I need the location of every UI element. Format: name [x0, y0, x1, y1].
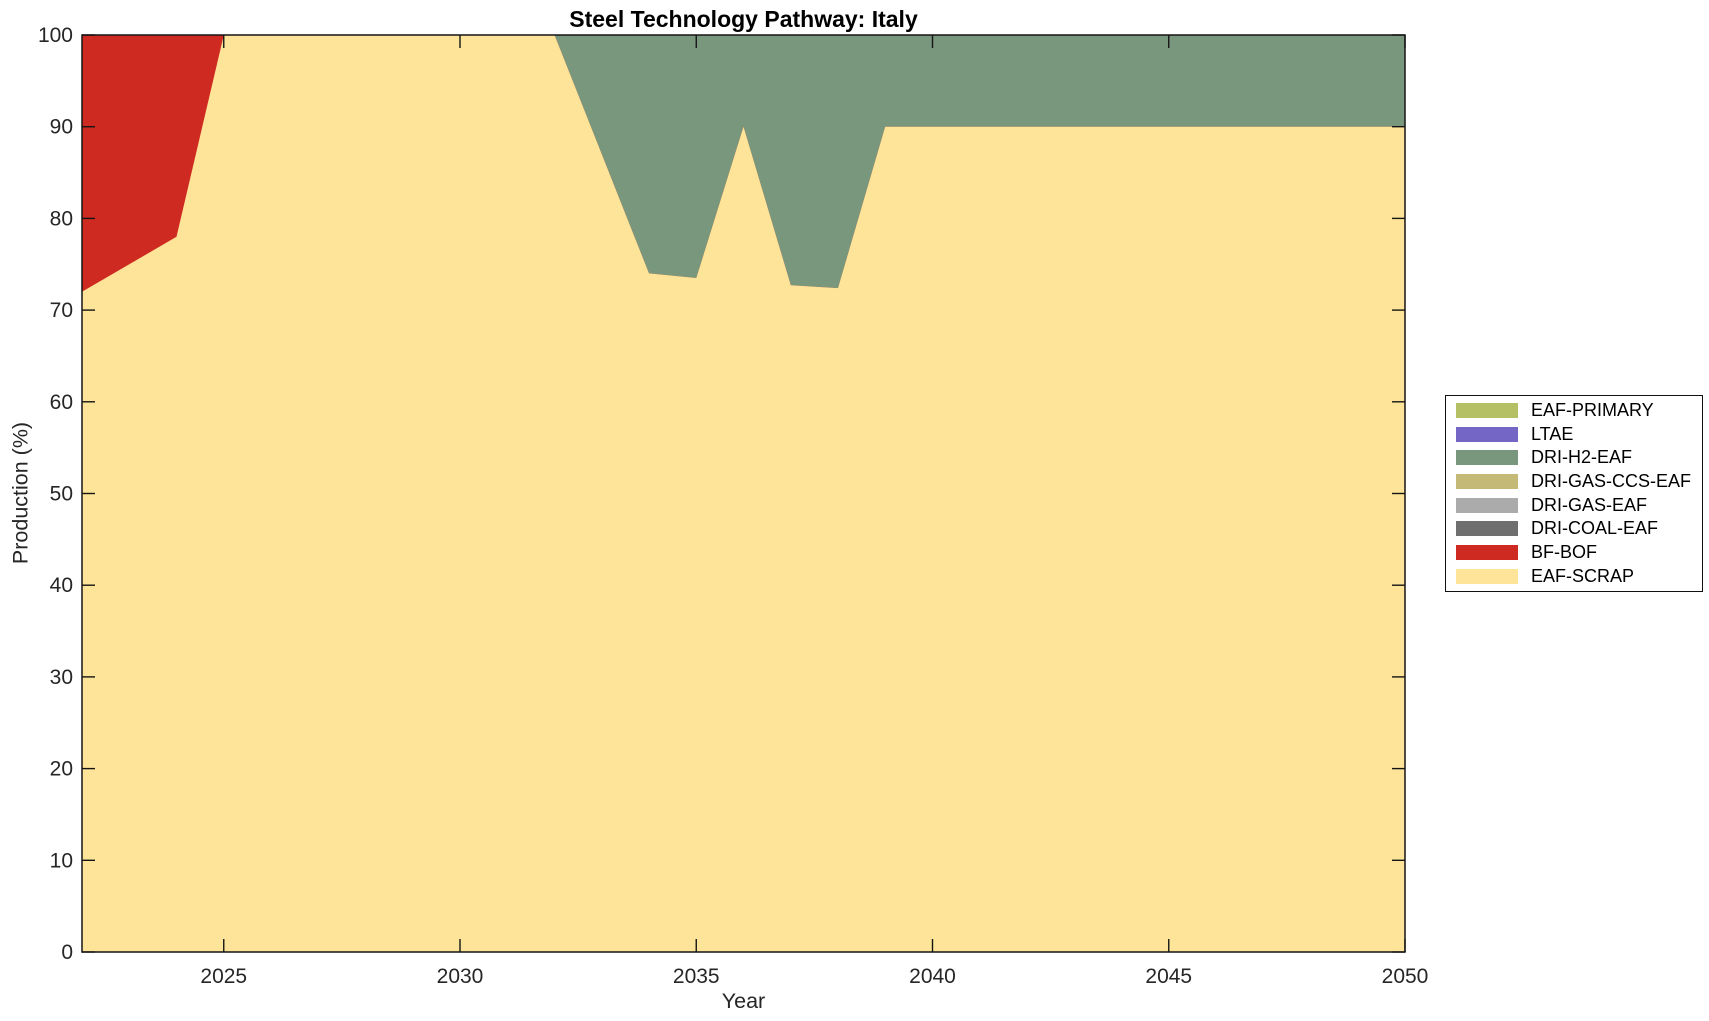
legend-swatch-bf-bof	[1456, 545, 1518, 561]
y-tick-label: 10	[50, 849, 73, 872]
x-tick-label: 2040	[909, 965, 956, 988]
legend-label: DRI-H2-EAF	[1531, 447, 1633, 468]
legend: EAF-PRIMARY LTAE DRI-H2-EAF DRI-GAS-CCS-EAF…	[1445, 395, 1703, 592]
x-tick-label: 2050	[1382, 965, 1429, 988]
legend-swatch-dri-h2-eaf	[1456, 450, 1518, 466]
y-tick-label: 20	[50, 758, 73, 781]
legend-item-eaf-primary: EAF-PRIMARY	[1446, 400, 1702, 422]
y-tick-label: 100	[38, 24, 73, 47]
legend-label: DRI-GAS-CCS-EAF	[1531, 471, 1692, 492]
y-tick-label: 50	[50, 483, 73, 506]
area-eaf-scrap	[82, 35, 1405, 952]
y-tick-label: 40	[50, 574, 73, 597]
x-tick-label: 2045	[1145, 965, 1192, 988]
legend-item-dri-h2-eaf: DRI-H2-EAF	[1446, 447, 1702, 469]
legend-swatch-dri-gas-eaf	[1456, 497, 1518, 513]
legend-label: DRI-COAL-EAF	[1531, 518, 1659, 539]
legend-item-bf-bof: BF-BOF	[1446, 542, 1702, 564]
y-tick-label: 80	[50, 207, 73, 230]
y-tick-label: 30	[50, 666, 73, 689]
x-tick-label: 2035	[673, 965, 720, 988]
chart-title: Steel Technology Pathway: Italy	[569, 6, 918, 32]
legend-label: BF-BOF	[1531, 542, 1597, 563]
legend-swatch-ltae	[1456, 426, 1518, 442]
legend-item-dri-coal-eaf: DRI-COAL-EAF	[1446, 518, 1702, 540]
y-tick-label: 70	[50, 299, 73, 322]
legend-label: DRI-GAS-EAF	[1531, 494, 1648, 515]
legend-swatch-eaf-scrap	[1456, 568, 1518, 584]
x-axis-label: Year	[721, 989, 766, 1013]
legend-item-eaf-scrap: EAF-SCRAP	[1446, 565, 1702, 587]
y-tick-label: 0	[61, 941, 73, 964]
legend-label: EAF-PRIMARY	[1531, 400, 1654, 421]
legend-item-dri-gas-ccs-eaf: DRI-GAS-CCS-EAF	[1446, 471, 1702, 493]
y-tick-label: 60	[50, 391, 73, 414]
legend-label: EAF-SCRAP	[1531, 565, 1635, 586]
legend-swatch-dri-gas-ccs-eaf	[1456, 474, 1518, 490]
x-tick-label: 2030	[437, 965, 484, 988]
y-tick-label: 90	[50, 116, 73, 139]
legend-label: LTAE	[1531, 423, 1574, 444]
x-tick-label: 2025	[200, 965, 247, 988]
legend-item-dri-gas-eaf: DRI-GAS-EAF	[1446, 494, 1702, 516]
legend-swatch-eaf-primary	[1456, 403, 1518, 419]
legend-item-ltae: LTAE	[1446, 423, 1702, 445]
y-axis-label: Production (%)	[8, 421, 33, 565]
legend-swatch-dri-coal-eaf	[1456, 521, 1518, 537]
